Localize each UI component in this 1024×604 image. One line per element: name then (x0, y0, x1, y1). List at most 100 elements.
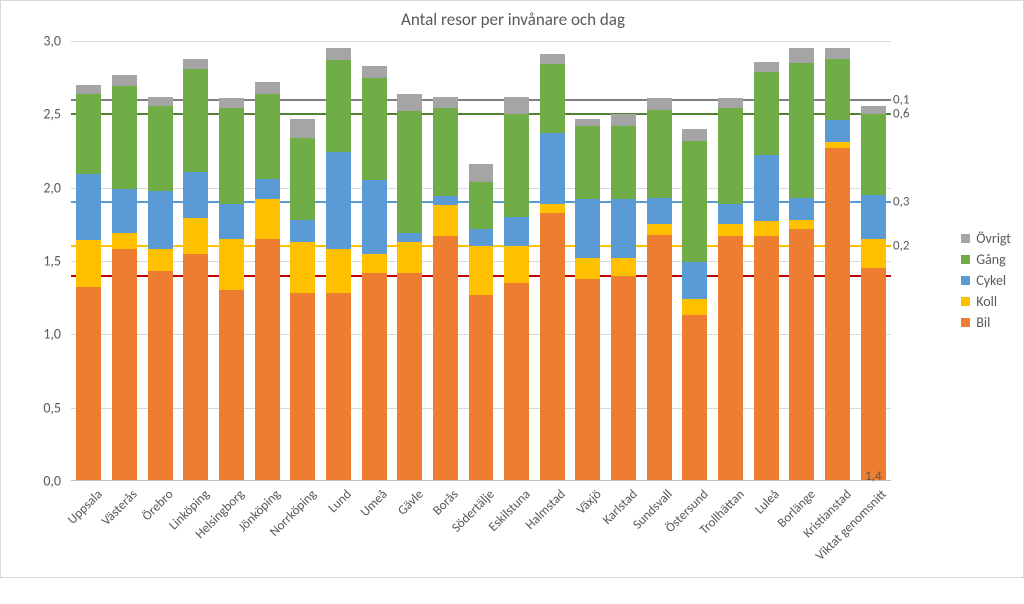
bar-segment-ovrigt (718, 98, 743, 108)
bar-column (112, 41, 137, 481)
bar-column (148, 41, 173, 481)
legend-item-bil: Bil (961, 314, 1011, 331)
bar-segment-ovrigt (540, 54, 565, 64)
reference-value-label: 0,2 (893, 239, 909, 254)
legend-item-cykel: Cykel (961, 272, 1011, 289)
ytick-label: 2,5 (1, 106, 61, 123)
legend-swatch (961, 255, 970, 264)
bar-segment-cykel (540, 133, 565, 203)
bar-segment-bil (611, 276, 636, 481)
bar-segment-koll (789, 220, 814, 229)
bar-segment-cykel (504, 217, 529, 246)
bar-segment-koll (504, 246, 529, 283)
bar-segment-ovrigt (789, 48, 814, 63)
bar-segment-ovrigt (148, 97, 173, 106)
chart-container: Antal resor per invånare och dag 0,00,51… (0, 0, 1024, 578)
ytick-label: 3,0 (1, 33, 61, 50)
bar-segment-ovrigt (469, 164, 494, 182)
bar-column (76, 41, 101, 481)
bar-column (682, 41, 707, 481)
bar-segment-koll (682, 299, 707, 315)
bar-column (255, 41, 280, 481)
bar-segment-cykel (112, 189, 137, 233)
bar-segment-gang (255, 94, 280, 179)
bar-segment-gang (148, 106, 173, 191)
bar-segment-bil (469, 295, 494, 481)
bar-segment-ovrigt (682, 129, 707, 141)
bar-segment-koll (611, 258, 636, 276)
bar-segment-gang (362, 78, 387, 181)
bar-segment-ovrigt (255, 82, 280, 94)
bar-segment-ovrigt (754, 62, 779, 72)
legend-swatch (961, 297, 970, 306)
bar-segment-ovrigt (611, 114, 636, 126)
bar-segment-koll (183, 218, 208, 253)
bar-segment-bil (789, 229, 814, 481)
bar-segment-cykel (647, 198, 672, 224)
bar-segment-bil (504, 283, 529, 481)
bar-column (540, 41, 565, 481)
bar-segment-cykel (754, 155, 779, 221)
legend-label: Koll (976, 293, 997, 310)
bar-segment-cykel (397, 233, 422, 242)
bar-segment-koll (255, 199, 280, 239)
bar-segment-gang (682, 141, 707, 263)
bar-segment-cykel (433, 196, 458, 205)
bar-segment-koll (148, 249, 173, 271)
bar-segment-cykel (219, 204, 244, 239)
reference-value-label: 0,6 (893, 107, 909, 122)
bar-segment-koll (362, 254, 387, 273)
bar-segment-gang (326, 60, 351, 152)
bar-segment-gang (540, 64, 565, 133)
bar-column (397, 41, 422, 481)
bar-segment-ovrigt (183, 59, 208, 69)
bar-column (575, 41, 600, 481)
bar-segment-cykel (290, 220, 315, 242)
bar-column (718, 41, 743, 481)
ytick-label: 1,0 (1, 326, 61, 343)
x-axis-line (71, 480, 891, 481)
bar-segment-koll (861, 239, 886, 268)
bar-segment-gang (718, 108, 743, 203)
bar-column (861, 41, 886, 481)
bar-segment-bil (112, 249, 137, 481)
bar-segment-cykel (326, 152, 351, 249)
ytick-label: 0,5 (1, 399, 61, 416)
legend-swatch (961, 234, 970, 243)
bar-segment-koll (112, 233, 137, 249)
bar-column (469, 41, 494, 481)
bar-segment-bil (540, 213, 565, 481)
bar-segment-koll (718, 224, 743, 236)
bar-segment-gang (397, 111, 422, 233)
bar-segment-ovrigt (112, 75, 137, 87)
bar-column (504, 41, 529, 481)
legend-swatch (961, 276, 970, 285)
bar-column (825, 41, 850, 481)
bar-column (183, 41, 208, 481)
bar-segment-cykel (789, 198, 814, 220)
bar-segment-koll (326, 249, 351, 293)
bar-segment-gang (789, 63, 814, 198)
bar-segment-bil (718, 236, 743, 481)
bar-segment-ovrigt (647, 98, 672, 110)
chart-title: Antal resor per invånare och dag (1, 9, 1024, 30)
legend-label: Bil (976, 314, 990, 331)
bar-segment-koll (76, 240, 101, 287)
bar-segment-gang (504, 114, 529, 217)
bar-column (326, 41, 351, 481)
bar-segment-bil (647, 235, 672, 481)
bar-segment-ovrigt (219, 98, 244, 108)
bar-segment-cykel (611, 199, 636, 258)
bar-segment-bil (148, 271, 173, 481)
bar-segment-koll (540, 204, 565, 213)
bar-segment-ovrigt (290, 119, 315, 138)
bar-segment-koll (219, 239, 244, 290)
bar-column (754, 41, 779, 481)
bar-segment-bil (326, 293, 351, 481)
bar-segment-koll (469, 246, 494, 294)
bar-segment-cykel (718, 204, 743, 225)
bar-segment-gang (754, 72, 779, 156)
bar-segment-ovrigt (76, 85, 101, 94)
ytick-label: 1,5 (1, 253, 61, 270)
bar-segment-ovrigt (861, 106, 886, 115)
